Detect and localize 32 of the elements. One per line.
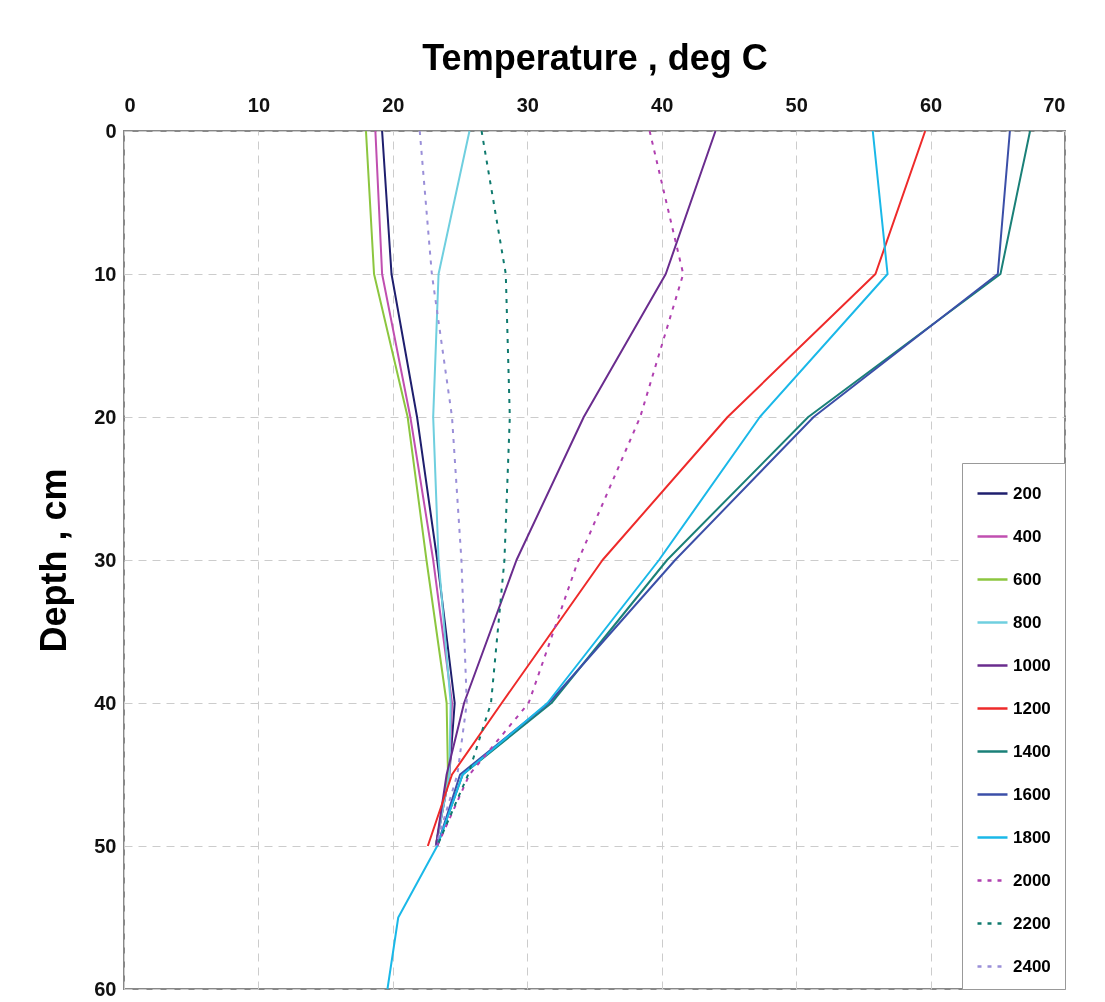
x-tick-label: 70 [1043,93,1066,116]
legend-label: 1400 [1013,741,1051,761]
legend-label: 2200 [1013,913,1051,933]
y-axis-title: Depth , cm [33,468,75,653]
x-tick-label: 0 [124,93,136,116]
legend-label: 1000 [1013,655,1051,675]
line-series [426,130,927,847]
y-tick-label: 50 [94,834,117,857]
legend-label: 400 [1013,526,1042,546]
y-tick-label: 40 [94,691,117,714]
y-tick-label: 0 [105,119,117,142]
legend-label: 800 [1013,612,1042,632]
y-tick-label: 20 [94,405,117,428]
y-tick-label: 10 [94,262,117,285]
legend-label: 200 [1013,483,1042,503]
line-series [418,130,468,847]
x-axis-title: Temperature , deg C [422,36,768,78]
x-tick-label: 60 [919,93,943,116]
x-tick-label: 40 [651,93,674,116]
x-tick-label: 50 [785,93,808,116]
y-tick-label: 30 [94,548,117,571]
legend-label: 1800 [1013,827,1051,847]
legend-label: 1200 [1013,698,1051,718]
legend-label: 600 [1013,569,1042,589]
x-tick-label: 30 [516,93,539,116]
x-tick-label: 20 [382,93,405,116]
y-tick-label: 60 [94,977,117,1000]
legend-label: 2400 [1013,956,1051,976]
line-series [386,130,889,990]
legend-label: 1600 [1013,784,1051,804]
legend-label: 2000 [1013,870,1051,890]
x-tick-label: 10 [247,93,271,116]
